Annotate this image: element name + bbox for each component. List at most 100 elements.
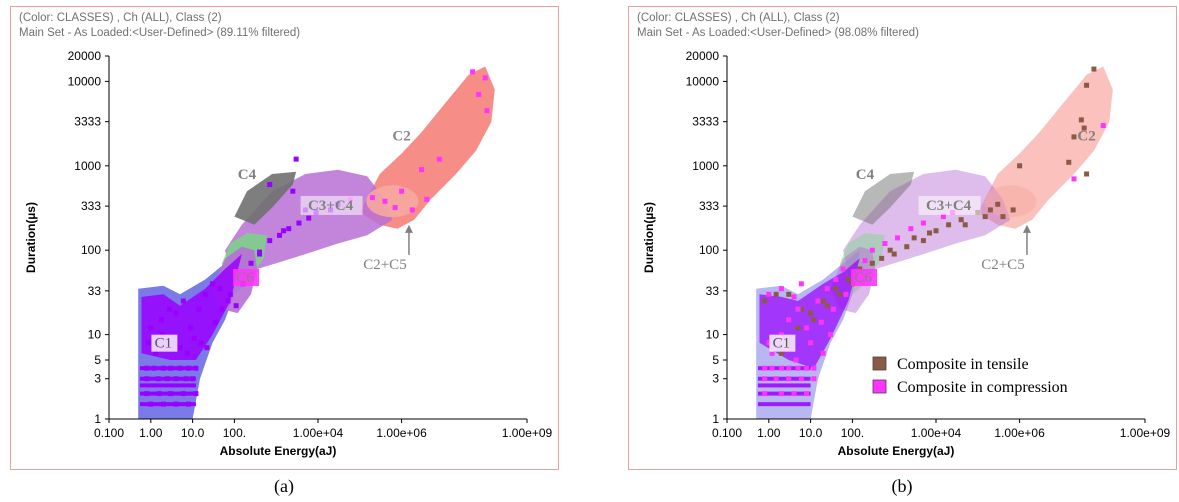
y-tick-label: 3333 xyxy=(74,115,101,129)
data-point xyxy=(920,238,926,244)
data-point xyxy=(193,365,199,371)
data-point xyxy=(484,108,490,114)
data-point xyxy=(815,298,821,304)
data-point xyxy=(778,332,784,338)
class-label: C2+C5 xyxy=(363,257,406,273)
class-label: C3+C4 xyxy=(308,198,354,214)
data-point xyxy=(869,260,875,266)
data-point xyxy=(762,298,768,304)
panel-header-dataset: Main Set - As Loaded:<User-Defined> (98.… xyxy=(637,27,919,39)
data-point xyxy=(419,167,425,173)
data-point xyxy=(995,201,1001,207)
data-point xyxy=(778,365,784,371)
data-point xyxy=(887,247,893,253)
y-tick-label: 20000 xyxy=(686,49,720,63)
y-tick-label: 10000 xyxy=(68,74,102,88)
x-tick-label: 100. xyxy=(223,426,246,440)
y-axis-label: Duration(µs) xyxy=(24,202,38,273)
data-point xyxy=(891,251,897,257)
panel-header-filter: (Color: CLASSES) , Ch (ALL), Class (2) xyxy=(637,12,840,24)
data-point xyxy=(824,303,830,309)
class-label: C6 xyxy=(236,270,254,286)
class-label-bg xyxy=(233,269,260,287)
data-point xyxy=(1071,176,1077,182)
data-point xyxy=(225,298,231,304)
x-tick-label: 0.100 xyxy=(712,426,742,440)
data-point xyxy=(773,291,779,297)
scatter-plot-a: 0.100 1.00 10.0 100. 1.00e+04 1.00e+06 1.00e+0… xyxy=(24,49,553,458)
y-tick-label: 33 xyxy=(88,284,102,298)
data-point xyxy=(151,365,157,371)
data-point xyxy=(144,365,150,371)
data-point xyxy=(862,258,868,264)
y-tick-label: 1000 xyxy=(74,159,101,173)
data-point xyxy=(762,391,768,397)
data-point xyxy=(233,303,239,309)
legend-label-compression: Composite in compression xyxy=(897,379,1068,396)
class-label: C2 xyxy=(392,128,410,144)
data-point xyxy=(837,291,843,297)
dense-band xyxy=(757,402,811,407)
data-point xyxy=(773,376,779,382)
region-c4 xyxy=(234,171,297,225)
legend-label-tensile: Composite in tensile xyxy=(897,356,1029,373)
data-point xyxy=(293,156,299,162)
data-point xyxy=(820,350,826,356)
data-point xyxy=(778,286,784,292)
data-point xyxy=(811,317,817,323)
data-point xyxy=(791,294,797,300)
data-point xyxy=(158,317,164,323)
data-point xyxy=(833,286,839,292)
x-tick-label: 1.00e+09 xyxy=(1120,426,1171,440)
class-label-bg xyxy=(918,195,981,215)
data-point xyxy=(267,238,273,244)
dense-band xyxy=(757,366,811,371)
data-point xyxy=(833,276,839,282)
axes: 0.100 1.00 10.0 100. 1.00e+04 1.00e+06 1.00e+0… xyxy=(642,49,1171,458)
class-labels: C1 C2 C3+C4 C4 C2+C5 C6 xyxy=(769,128,1096,352)
data-point xyxy=(798,281,804,287)
y-tick-label: 1 xyxy=(712,412,719,426)
data-point xyxy=(146,340,152,346)
data-point xyxy=(762,376,768,382)
data-point xyxy=(306,215,312,221)
x-axis-label: Absolute Energy(aJ) xyxy=(838,444,955,458)
data-point xyxy=(920,220,926,226)
class-label: C2+C5 xyxy=(981,257,1024,273)
dense-band xyxy=(139,366,196,371)
figure-caption-a: (a) xyxy=(274,476,294,496)
x-tick-label: 10.0 xyxy=(181,426,205,440)
y-tick-label: 33 xyxy=(706,284,720,298)
data-point xyxy=(248,260,254,266)
class-label-bg xyxy=(769,334,796,352)
class-label: C4 xyxy=(856,167,875,183)
class-label-bg xyxy=(300,195,363,215)
data-point xyxy=(911,235,917,241)
class-labels: C1 C2 C3+C4 C4 C2+C5 C6 xyxy=(151,128,413,352)
dense-band xyxy=(757,391,811,396)
data-point xyxy=(196,306,202,312)
class-label: C3+C4 xyxy=(926,198,972,214)
data-point xyxy=(155,376,161,382)
chart-panel-a: (Color: CLASSES) , Ch (ALL), Class (2) M… xyxy=(10,6,559,470)
data-point xyxy=(830,306,836,312)
scatter-plot-b: 0.100 1.00 10.0 100. 1.00e+04 1.00e+06 1.00e+0… xyxy=(642,49,1171,458)
data-point xyxy=(769,350,775,356)
data-point xyxy=(148,325,154,331)
data-point xyxy=(927,230,933,236)
legend-swatch-compression xyxy=(872,379,887,394)
data-point xyxy=(804,325,810,331)
data-point xyxy=(804,365,810,371)
data-point xyxy=(267,182,273,188)
data-point xyxy=(958,217,964,223)
data-point xyxy=(982,214,988,220)
data-point xyxy=(164,376,170,382)
class-label: C4 xyxy=(238,167,257,183)
data-point xyxy=(219,306,225,312)
data-point xyxy=(217,286,223,292)
data-point xyxy=(277,232,283,238)
data-point xyxy=(369,195,375,201)
data-point xyxy=(824,286,830,292)
data-point xyxy=(933,228,939,234)
data-point xyxy=(173,310,179,316)
